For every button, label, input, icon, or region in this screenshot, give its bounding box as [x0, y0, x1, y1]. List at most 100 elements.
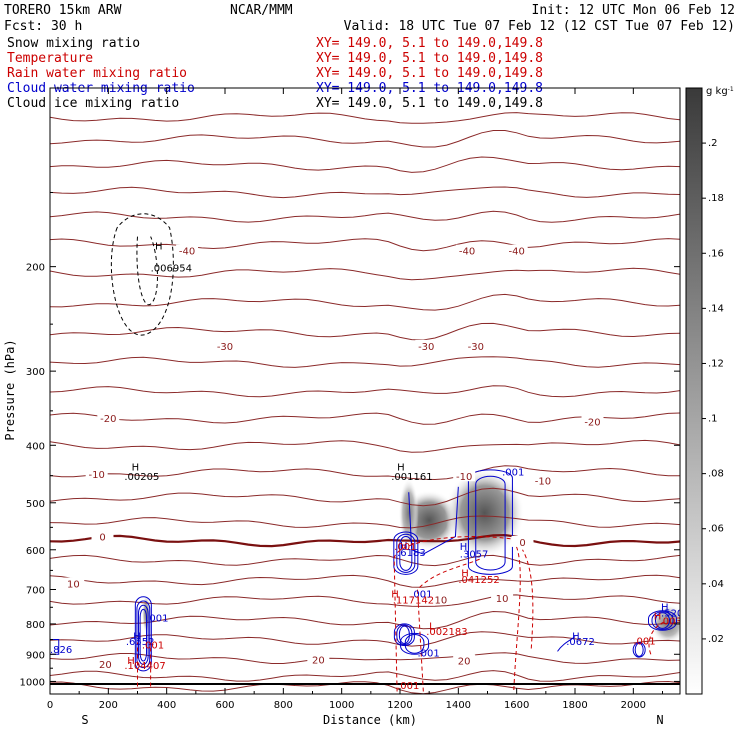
- field-name: Snow mixing ratio: [7, 36, 140, 51]
- temperature-label: 10: [434, 596, 447, 607]
- temperature-contour-line: [50, 574, 680, 588]
- x-tick-label: 2000: [621, 700, 646, 711]
- snow-mixing-contours: [110, 213, 174, 336]
- temperature-contour-line: [50, 515, 680, 529]
- x-axis: 0 200 400 600 800 1000 1200 1400 1600 1800 2000: [47, 88, 663, 711]
- cloud-water-contour: [138, 604, 149, 665]
- colorbar-tick-label: .18: [708, 193, 724, 204]
- rain-water-contour: [416, 557, 482, 692]
- temperature-label-bg: [94, 658, 117, 670]
- temperature-contour-line: [50, 385, 680, 398]
- temperature-label-bg: [97, 412, 120, 424]
- temperature-label-bg: [62, 577, 85, 589]
- temperature-contour-line: [50, 112, 680, 124]
- x-tick-label: 1400: [446, 700, 471, 711]
- temperature-label-bg: [176, 244, 199, 256]
- extrema-annotations: H.006954H.00205H.001161.001H.3057H.6183.…: [50, 241, 682, 692]
- temperature-label-bg: [464, 339, 487, 351]
- extremum-annotation: .001: [142, 640, 164, 651]
- temperature-label: 0: [99, 533, 105, 544]
- temperature-label: -30: [468, 342, 484, 353]
- cloud-water-contour: [139, 608, 148, 662]
- rain-water-contour: [137, 642, 152, 687]
- temperature-label: -40: [508, 247, 524, 258]
- extremum-annotation: H: [400, 541, 408, 552]
- temperature-labels: -40 -40 -40 -30 -30 -30 -20 -20 -10 -10 -10 0 0 10 10 1…: [62, 244, 604, 671]
- colorbar-tick-label: .1: [708, 414, 718, 425]
- extremum-annotation: .002183: [426, 627, 467, 638]
- temperature-label: -30: [217, 342, 233, 353]
- temperature-label: -40: [459, 247, 475, 258]
- extremum-annotation: .001: [394, 542, 416, 553]
- cloud-water-contour: [399, 536, 413, 571]
- temperature-label: 10: [67, 580, 80, 591]
- temperature-label-bg: [214, 339, 236, 351]
- model-title: TORERO 15km ARW: [4, 3, 122, 18]
- extremum-annotation: H: [133, 632, 141, 643]
- cloud-water-contour: [632, 642, 646, 658]
- y-tick-label: 1000: [20, 677, 45, 688]
- snow-contour: [110, 213, 174, 336]
- extremum-annotation: .003: [660, 617, 682, 628]
- extremum-annotation: .001: [146, 613, 168, 624]
- y-tick-label: 200: [26, 263, 45, 274]
- cloud-water-contour: [400, 632, 430, 655]
- extremum-annotation: .041252: [458, 575, 499, 586]
- colorbar-tick-label: .02: [708, 634, 724, 645]
- extremum-annotation: L: [429, 622, 435, 633]
- y-tick-label: 600: [26, 546, 45, 557]
- temperature-contour-line: [50, 439, 680, 453]
- cloud-water-contour: [655, 612, 670, 629]
- temperature-contour-line: [50, 533, 680, 548]
- extremum-annotation: .001: [418, 649, 440, 660]
- rain-water-contour: [393, 536, 521, 692]
- temperature-contour-line: [50, 293, 680, 311]
- temperature-label-bg: [505, 244, 528, 256]
- colorbar-tick-label: .08: [708, 469, 724, 480]
- extremum-annotation: .6552: [126, 637, 155, 648]
- extremum-annotation: H: [461, 569, 469, 580]
- valid-time: Valid: 18 UTC Tue 07 Feb 12 (12 CST Tue …: [344, 19, 735, 34]
- forecast-hour: Fcst: 30 h: [4, 19, 82, 34]
- temperature-contour-line: [50, 631, 680, 647]
- colorbar-tick-label: .12: [708, 358, 724, 369]
- temperature-label: 20: [99, 660, 112, 671]
- colorbar: [685, 87, 703, 695]
- temperature-label: -10: [88, 470, 104, 481]
- temperature-label: -20: [584, 418, 600, 429]
- temperature-label: 20: [458, 656, 471, 667]
- field-name: Cloud ice mixing ratio: [7, 96, 179, 111]
- cloud-water-contour: [136, 600, 151, 669]
- temperature-contour-line: [50, 670, 680, 682]
- y-tick-label: 400: [26, 441, 45, 452]
- y-axis-label: Pressure (hPa): [3, 339, 17, 440]
- rain-water-contours: [137, 536, 669, 692]
- extremum-annotation: H: [127, 656, 135, 667]
- temperature-contours: [50, 112, 680, 694]
- colorbar-unit: g kg-1: [706, 86, 734, 97]
- org-label: NCAR/MMM: [230, 3, 293, 18]
- temperature-label-bg: [491, 591, 514, 603]
- temperature-contour-line: [50, 465, 680, 481]
- temperature-label-bg: [581, 415, 604, 427]
- snow-contour: [136, 236, 158, 306]
- temperature-label-bg: [307, 653, 330, 665]
- temperature-label-bg: [85, 467, 108, 479]
- colorbar-tick-label: .14: [708, 303, 724, 314]
- x-tick-label: 1200: [387, 700, 412, 711]
- extremum-annotation: .001: [397, 681, 419, 692]
- cloud-water-contour: [648, 610, 677, 631]
- y-tick-label: 300: [26, 367, 45, 378]
- temperature-label-bg: [511, 535, 534, 547]
- temperature-label: -10: [535, 477, 551, 488]
- temperature-label: 10: [496, 594, 509, 605]
- temperature-label: 20: [312, 655, 325, 666]
- temperature-label-bg: [453, 470, 476, 482]
- temperature-label-bg: [415, 339, 438, 351]
- cloud-water-contour: [393, 531, 419, 575]
- extremum-annotation: H: [397, 462, 405, 473]
- field-name: Temperature: [7, 51, 93, 66]
- temperature-label-bg: [453, 654, 476, 666]
- x-tick-label: 200: [99, 700, 118, 711]
